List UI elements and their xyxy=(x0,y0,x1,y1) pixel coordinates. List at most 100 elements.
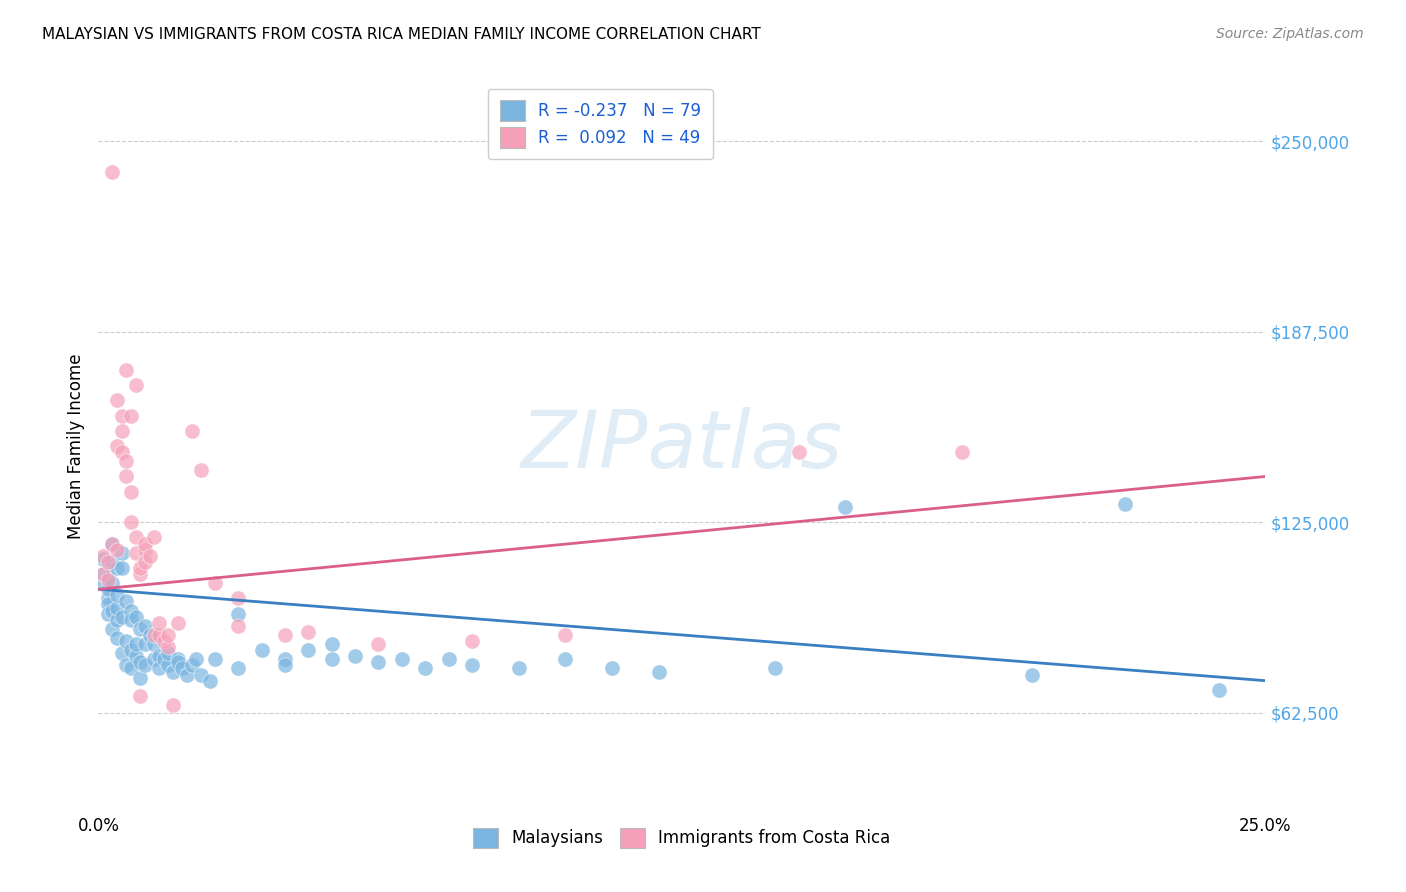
Point xyxy=(97,573,120,587)
Point xyxy=(274,658,297,673)
Point xyxy=(120,409,142,423)
Point xyxy=(134,658,156,673)
Point xyxy=(129,561,152,575)
Point xyxy=(166,615,188,630)
Point xyxy=(190,667,212,681)
Point xyxy=(274,628,297,642)
Point xyxy=(111,609,134,624)
Point xyxy=(228,619,250,633)
Text: ZIPatlas: ZIPatlas xyxy=(520,407,844,485)
Point xyxy=(204,652,226,666)
Point xyxy=(148,661,170,675)
Point xyxy=(125,546,148,560)
Point xyxy=(111,546,134,560)
Point xyxy=(111,445,134,459)
Point xyxy=(120,643,142,657)
Point xyxy=(105,393,128,408)
Point xyxy=(172,661,194,675)
Point xyxy=(647,665,669,679)
Point xyxy=(101,622,124,636)
Point xyxy=(101,576,124,591)
Point xyxy=(111,561,134,575)
Point xyxy=(105,631,128,645)
Point xyxy=(148,615,170,630)
Point xyxy=(834,500,856,514)
Point xyxy=(180,658,202,673)
Point xyxy=(91,576,114,591)
Point xyxy=(134,555,156,569)
Point xyxy=(1021,667,1043,681)
Point xyxy=(274,652,297,666)
Point xyxy=(91,551,114,566)
Point xyxy=(129,622,152,636)
Point xyxy=(508,661,530,675)
Point xyxy=(101,536,124,550)
Point xyxy=(125,609,148,624)
Point xyxy=(120,661,142,675)
Point xyxy=(111,646,134,660)
Point xyxy=(120,603,142,617)
Point xyxy=(186,652,208,666)
Point xyxy=(125,530,148,544)
Point xyxy=(250,643,273,657)
Point xyxy=(152,634,174,648)
Point xyxy=(105,600,128,615)
Point xyxy=(162,665,184,679)
Point xyxy=(367,656,389,670)
Point xyxy=(200,673,222,688)
Text: MALAYSIAN VS IMMIGRANTS FROM COSTA RICA MEDIAN FAMILY INCOME CORRELATION CHART: MALAYSIAN VS IMMIGRANTS FROM COSTA RICA … xyxy=(42,27,761,42)
Legend: Malaysians, Immigrants from Costa Rica: Malaysians, Immigrants from Costa Rica xyxy=(467,821,897,855)
Point xyxy=(101,603,124,617)
Point xyxy=(143,530,166,544)
Point xyxy=(134,536,156,550)
Y-axis label: Median Family Income: Median Family Income xyxy=(66,353,84,539)
Point xyxy=(157,640,180,655)
Point xyxy=(97,555,120,569)
Point xyxy=(391,652,413,666)
Point xyxy=(129,656,152,670)
Point xyxy=(97,570,120,584)
Point xyxy=(297,643,319,657)
Point xyxy=(157,628,180,642)
Point xyxy=(321,652,343,666)
Point xyxy=(134,619,156,633)
Point xyxy=(157,646,180,660)
Point xyxy=(120,484,142,499)
Point xyxy=(129,689,152,703)
Point xyxy=(180,424,202,438)
Point xyxy=(148,649,170,664)
Point xyxy=(228,591,250,606)
Point xyxy=(115,469,138,483)
Point xyxy=(111,424,134,438)
Point xyxy=(91,567,114,582)
Point xyxy=(176,667,198,681)
Point xyxy=(111,409,134,423)
Point xyxy=(554,628,576,642)
Point xyxy=(600,661,623,675)
Point xyxy=(1208,682,1230,697)
Point xyxy=(143,628,166,642)
Point xyxy=(152,652,174,666)
Point xyxy=(91,549,114,563)
Point xyxy=(461,658,484,673)
Point xyxy=(115,634,138,648)
Point xyxy=(143,637,166,651)
Point xyxy=(129,567,152,582)
Point xyxy=(105,588,128,602)
Point xyxy=(105,561,128,575)
Point xyxy=(950,445,973,459)
Point xyxy=(125,649,148,664)
Point xyxy=(228,607,250,621)
Point xyxy=(115,594,138,608)
Point xyxy=(101,164,124,178)
Text: Source: ZipAtlas.com: Source: ZipAtlas.com xyxy=(1216,27,1364,41)
Point xyxy=(115,363,138,377)
Point xyxy=(97,591,120,606)
Point xyxy=(115,658,138,673)
Point xyxy=(763,661,786,675)
Point xyxy=(413,661,436,675)
Point xyxy=(190,463,212,477)
Point xyxy=(105,542,128,557)
Point xyxy=(139,628,162,642)
Point xyxy=(166,656,188,670)
